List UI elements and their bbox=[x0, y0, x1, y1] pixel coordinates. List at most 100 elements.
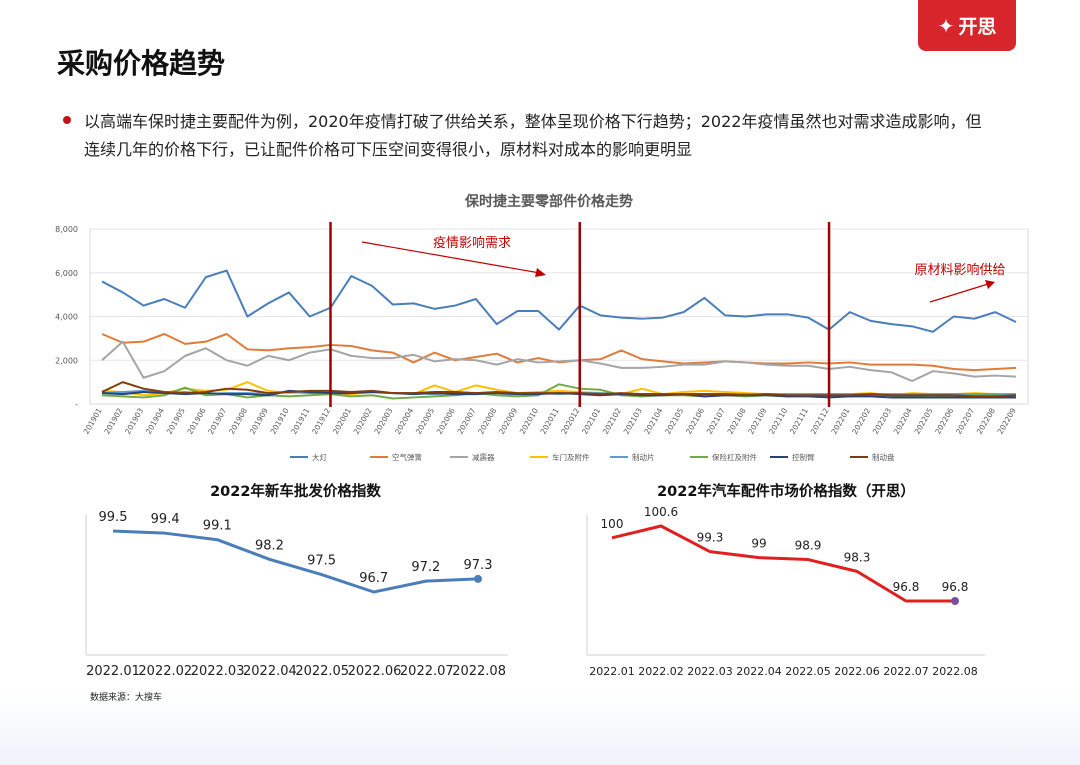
x-tick-label: 201910 bbox=[269, 406, 291, 435]
data-label: 96.8 bbox=[893, 580, 920, 594]
x-tick-label: 2022.03 bbox=[191, 664, 245, 679]
legend-label: 车门及附件 bbox=[552, 452, 590, 462]
x-tick-label: 2022.02 bbox=[138, 664, 192, 679]
data-label: 99 bbox=[751, 537, 766, 551]
data-label: 97.2 bbox=[411, 560, 440, 575]
data-label: 96.7 bbox=[359, 571, 388, 586]
series-line bbox=[101, 333, 1017, 372]
x-tick-label: 202109 bbox=[746, 406, 768, 435]
x-tick-label: 2022.07 bbox=[883, 665, 929, 678]
legend-label: 减震器 bbox=[472, 452, 495, 462]
data-label: 99.5 bbox=[99, 510, 128, 525]
legend-label: 空气弹簧 bbox=[392, 452, 422, 462]
x-tick-label: 202205 bbox=[913, 406, 935, 435]
x-tick-label: 202103 bbox=[622, 406, 644, 435]
small-chart-2: 2022年汽车配件市场价格指数（开思） 100 100.6 99.3 99 98.9 98.… bbox=[582, 482, 990, 688]
data-label: 99.4 bbox=[151, 512, 180, 527]
legend-label: 制动盘 bbox=[872, 452, 895, 462]
y-tick-label: 8,000 bbox=[55, 225, 78, 234]
series-line bbox=[101, 340, 1017, 383]
x-tick-label: 201908 bbox=[227, 406, 249, 435]
x-tick-label: 202012 bbox=[559, 406, 581, 435]
small-chart-1: 2022年新车批发价格指数 99.5 99.4 99.1 98.2 97.5 96.7 97.… bbox=[73, 482, 518, 688]
x-tick-label: 202009 bbox=[497, 406, 519, 435]
x-tick-label: 202003 bbox=[372, 406, 394, 435]
annotation-arrow-line bbox=[361, 241, 541, 274]
y-tick-label: 4,000 bbox=[55, 313, 78, 322]
x-tick-label: 2022.08 bbox=[932, 665, 978, 678]
logo-text: 开思 bbox=[958, 16, 997, 38]
x-tick-label: 201901 bbox=[82, 406, 104, 435]
legend-label: 控制臂 bbox=[792, 452, 815, 462]
x-tick-label: 202002 bbox=[352, 406, 374, 435]
x-tick-label: 2022.02 bbox=[638, 665, 684, 678]
x-tick-label: 202208 bbox=[975, 406, 997, 435]
x-tick-label: 202104 bbox=[642, 406, 664, 435]
background-decoration bbox=[0, 690, 1080, 765]
page-title: 采购价格趋势 bbox=[57, 47, 226, 80]
bullet-text: 以高端车保时捷主要配件为例，2020年疫情打破了供给关系，整体呈现价格下行趋势；… bbox=[84, 112, 982, 159]
data-label: 97.3 bbox=[464, 558, 493, 573]
x-tick-label: 201903 bbox=[123, 406, 145, 435]
x-tick-label: 202207 bbox=[954, 406, 976, 435]
x-tick-label: 202008 bbox=[476, 406, 498, 435]
x-tick-label: 2022.06 bbox=[348, 664, 402, 679]
x-tick-label: 202110 bbox=[767, 406, 789, 435]
annotation-supply: 原材料影响供给 bbox=[914, 262, 1005, 278]
legend-label: 保险杠及附件 bbox=[712, 452, 757, 462]
annotation-arrowhead bbox=[985, 280, 995, 289]
x-tick-label: 202101 bbox=[580, 406, 602, 435]
y-tick-label: 2,000 bbox=[55, 356, 78, 365]
x-tick-label: 202206 bbox=[933, 406, 955, 435]
x-tick-label: 202204 bbox=[892, 406, 914, 435]
x-tick-label: 202007 bbox=[456, 406, 478, 435]
x-tick-label: 202202 bbox=[850, 406, 872, 435]
chart-panel bbox=[582, 510, 990, 688]
chart-panel bbox=[73, 510, 518, 688]
x-tick-label: 201905 bbox=[165, 406, 187, 435]
x-tick-label: 2022.05 bbox=[785, 665, 831, 678]
pegasus-icon: ✦ bbox=[937, 13, 955, 38]
data-label: 99.1 bbox=[203, 519, 232, 534]
chart-title: 2022年汽车配件市场价格指数（开思） bbox=[657, 482, 915, 500]
x-tick-label: 202106 bbox=[684, 406, 706, 435]
x-tick-label: 202201 bbox=[829, 406, 851, 435]
chart-title: 2022年新车批发价格指数 bbox=[210, 482, 381, 500]
series-line bbox=[101, 269, 1017, 333]
data-label: 96.8 bbox=[942, 580, 969, 594]
data-label: 99.3 bbox=[697, 531, 724, 545]
data-label: 98.2 bbox=[255, 538, 284, 553]
x-tick-label: 201906 bbox=[185, 406, 207, 435]
source-note: 数据来源：大搜车 bbox=[90, 691, 162, 703]
x-tick-label: 2022.01 bbox=[86, 664, 140, 679]
x-tick-label: 2022.04 bbox=[243, 664, 297, 679]
brand-logo: ✦ 开思 bbox=[918, 0, 1016, 51]
x-tick-label: 202001 bbox=[331, 406, 353, 435]
x-tick-label: 202203 bbox=[871, 406, 893, 435]
x-tick-label: 2022.08 bbox=[452, 664, 506, 679]
x-tick-label: 202004 bbox=[393, 406, 415, 435]
data-label: 98.3 bbox=[844, 550, 871, 564]
data-label: 100 bbox=[601, 517, 624, 531]
data-label: 100.6 bbox=[644, 505, 678, 519]
legend-label: 大灯 bbox=[312, 452, 327, 462]
x-tick-label: 202102 bbox=[601, 406, 623, 435]
data-label: 98.9 bbox=[795, 539, 822, 553]
x-tick-label: 201909 bbox=[248, 406, 270, 435]
y-tick-label: - bbox=[75, 400, 78, 409]
x-tick-label: 201911 bbox=[289, 406, 311, 435]
annotation-arrowhead bbox=[535, 268, 546, 277]
legend-label: 制动片 bbox=[632, 452, 655, 462]
x-tick-label: 2022.06 bbox=[834, 665, 880, 678]
x-tick-label: 202112 bbox=[809, 406, 831, 435]
x-tick-label: 2022.07 bbox=[400, 664, 454, 679]
x-tick-label: 202108 bbox=[726, 406, 748, 435]
end-point-marker bbox=[474, 574, 482, 583]
x-tick-label: 202111 bbox=[788, 406, 810, 435]
x-tick-label: 201902 bbox=[102, 406, 124, 435]
x-tick-label: 2022.04 bbox=[736, 665, 782, 678]
x-tick-label: 202010 bbox=[518, 406, 540, 435]
annotation-demand: 疫情影响需求 bbox=[433, 235, 511, 251]
annotation-arrow-line bbox=[929, 283, 989, 303]
